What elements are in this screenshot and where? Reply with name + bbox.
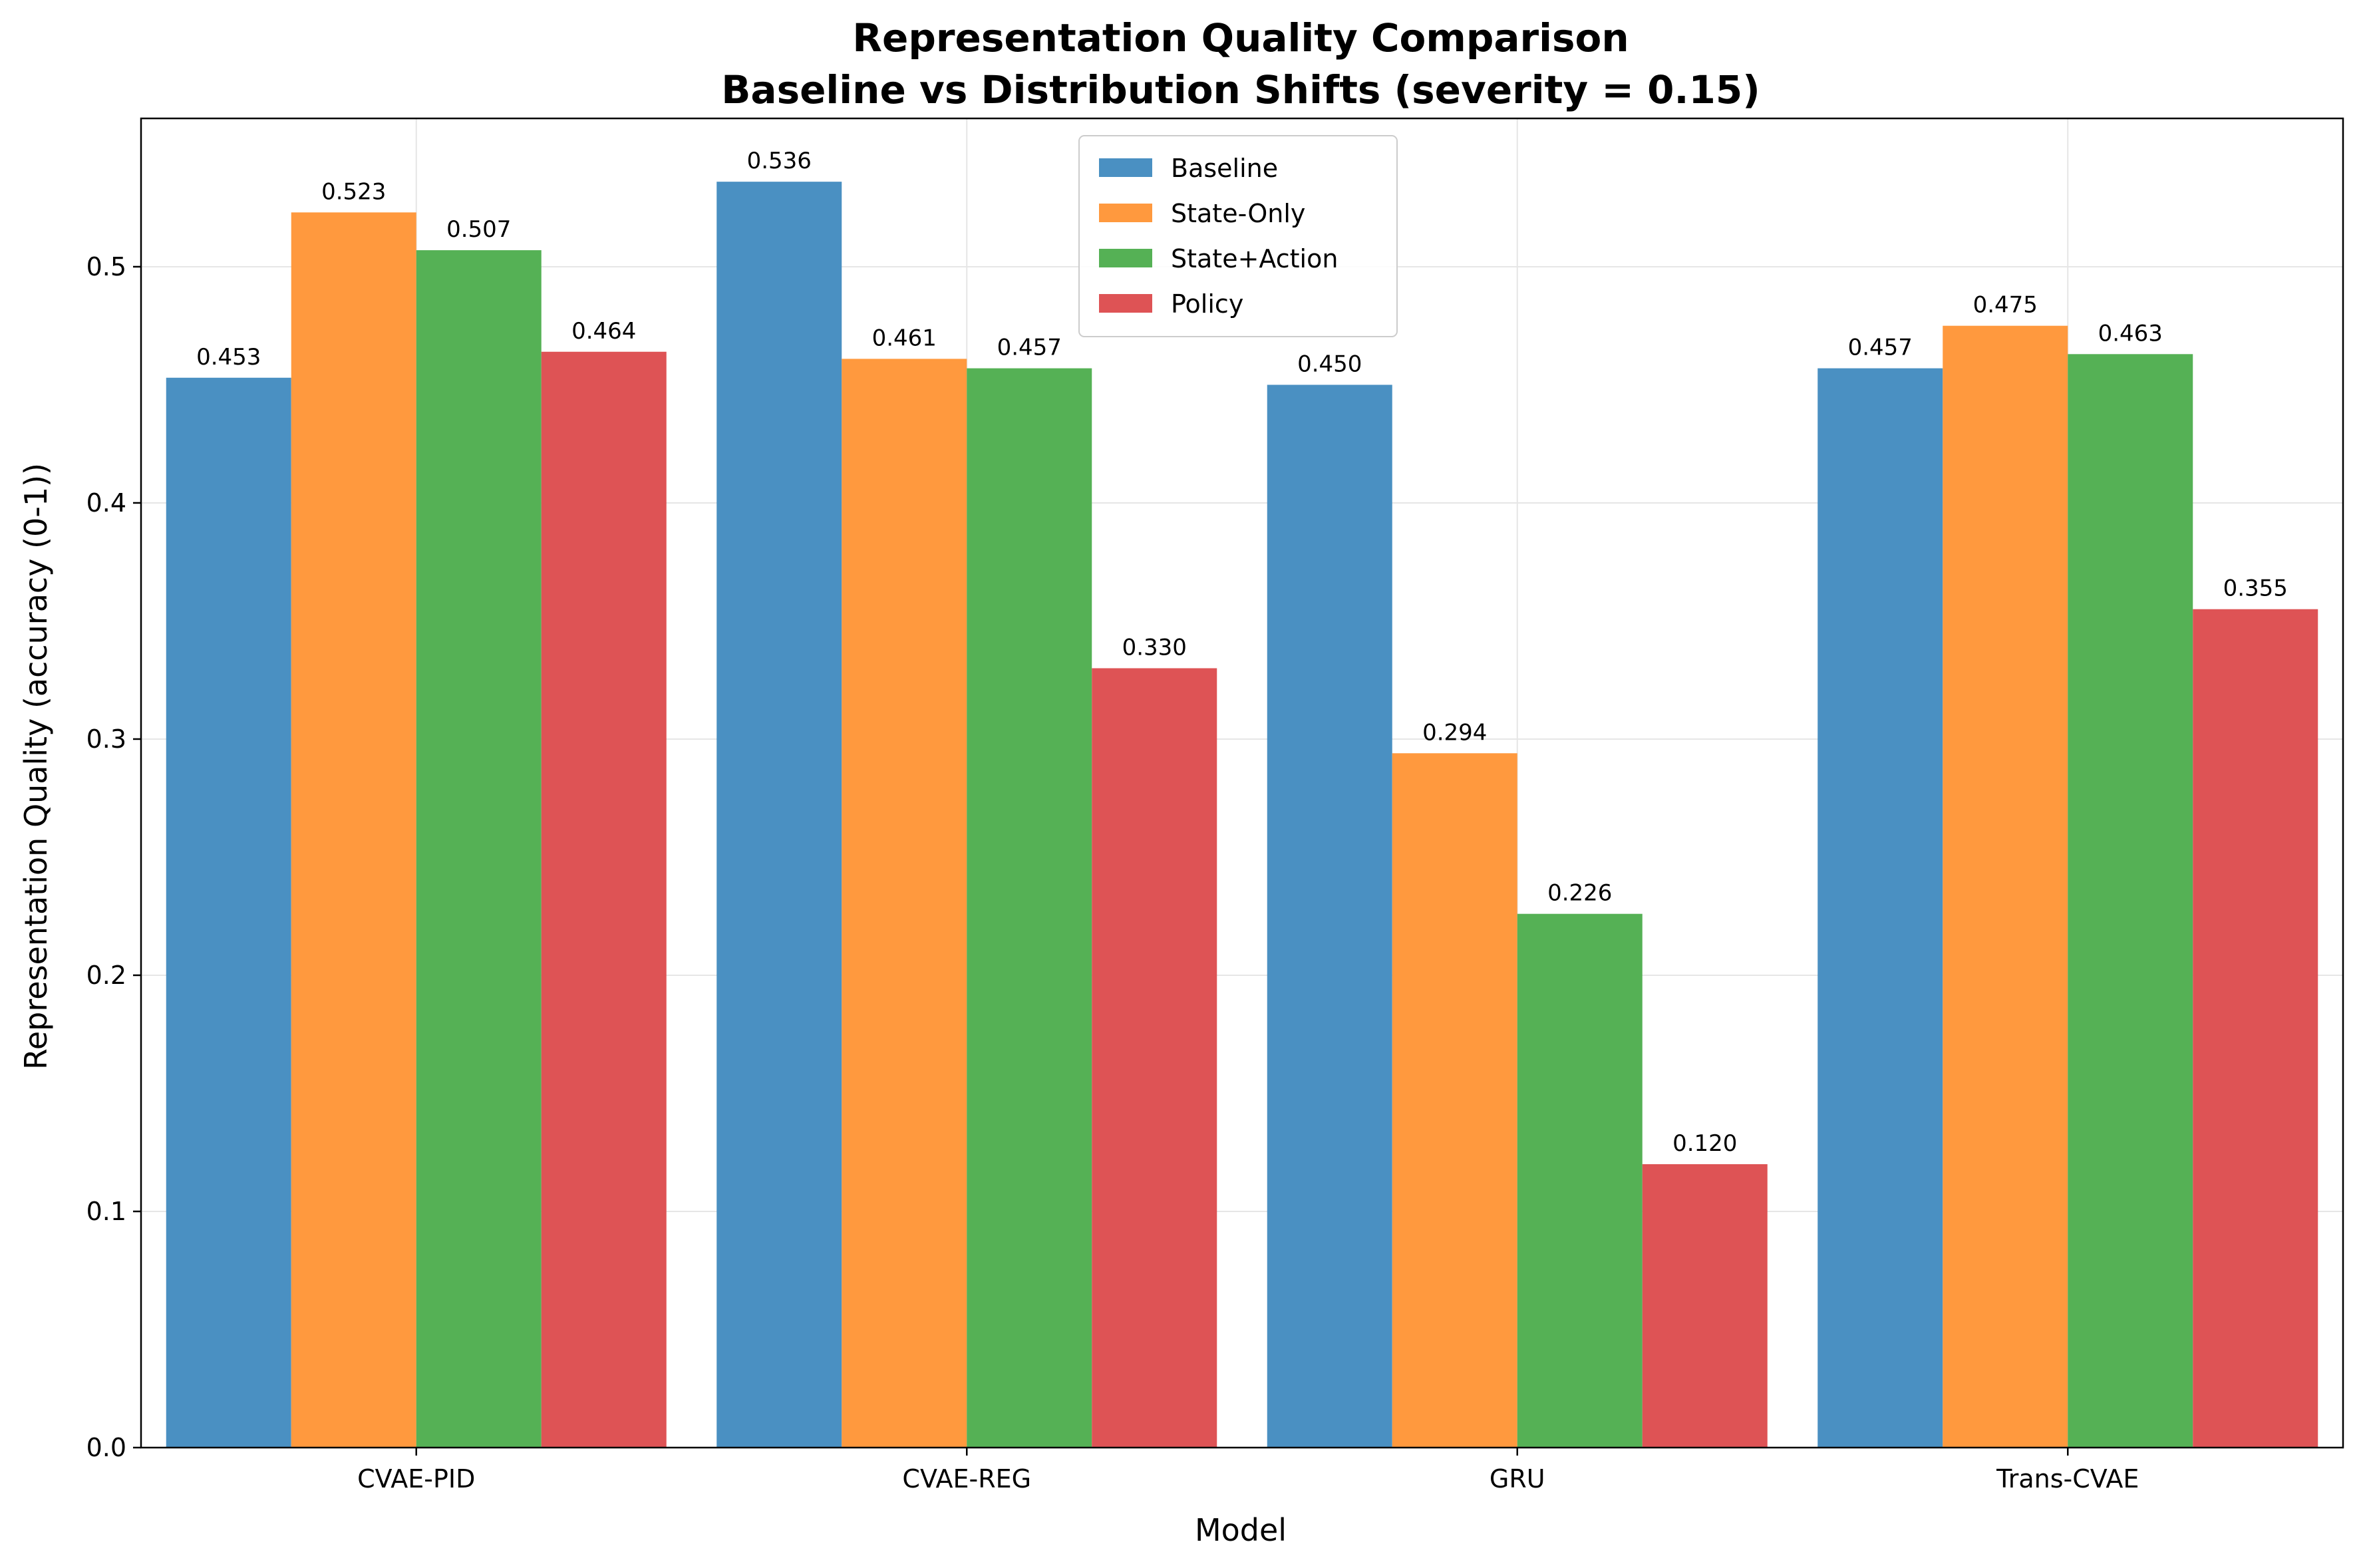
bar [1517, 913, 1643, 1448]
plot-frame [140, 117, 2344, 1449]
legend-swatch [1099, 158, 1152, 177]
bar [1943, 325, 2068, 1448]
legend-swatch [1099, 249, 1152, 267]
y-tick-label: 0.5 [86, 252, 126, 281]
y-tick-label: 0.3 [86, 724, 126, 754]
bar [1267, 385, 1392, 1448]
chart-title-line-2: Baseline vs Distribution Shifts (severit… [721, 67, 1760, 112]
y-tick-label: 0.0 [86, 1433, 126, 1462]
bars-layer [166, 182, 2318, 1448]
bar-value-label: 0.464 [571, 318, 636, 345]
bar [1092, 668, 1217, 1448]
x-tick-label: GRU [1490, 1464, 1545, 1493]
bar-value-label: 0.294 [1422, 719, 1487, 746]
legend-label: Policy [1171, 289, 1243, 319]
bar-value-label: 0.330 [1122, 634, 1187, 661]
legend-box [1078, 135, 1398, 337]
legend: Baseline State-Only State+Action Policy [1078, 135, 1398, 337]
bar-value-label: 0.120 [1672, 1130, 1737, 1157]
bar-value-label: 0.475 [1973, 292, 2038, 319]
bar [967, 368, 1092, 1448]
bar [416, 250, 542, 1448]
bar [166, 377, 291, 1448]
bar-value-label: 0.536 [747, 148, 812, 174]
data-labels-layer: 0.453 0.536 0.450 0.457 0.523 0.461 0.294 0.475… [196, 148, 2288, 1157]
y-axis-label: Representation Quality (accuracy (0-1)) [18, 463, 54, 1070]
bar [291, 212, 416, 1448]
x-axis-label: Model [1195, 1512, 1287, 1548]
y-tick-label: 0.4 [86, 488, 126, 518]
ticks-layer: 0.0 0.1 0.2 0.3 0.4 0.5 CVAE-PID CVAE-REG GRU Tra… [86, 252, 2139, 1493]
bar-value-label: 0.226 [1547, 880, 1612, 907]
bar [2193, 609, 2318, 1448]
x-tick-label: Trans-CVAE [1996, 1464, 2139, 1493]
bar-value-label: 0.457 [1848, 335, 1913, 361]
chart-title-line-1: Representation Quality Comparison [852, 15, 1629, 61]
bar [1642, 1164, 1768, 1448]
bar-value-label: 0.355 [2223, 575, 2288, 602]
legend-swatch [1099, 294, 1152, 313]
bar [541, 351, 667, 1448]
legend-swatch [1099, 204, 1152, 222]
bar [1817, 368, 1943, 1448]
x-tick-label: CVAE-REG [902, 1464, 1031, 1493]
bar-value-label: 0.453 [196, 344, 261, 371]
bar [2068, 354, 2193, 1448]
bar-value-label: 0.461 [872, 325, 937, 351]
x-tick-label: CVAE-PID [357, 1464, 475, 1493]
bar-value-label: 0.523 [321, 178, 386, 205]
y-tick-label: 0.2 [86, 961, 126, 990]
bar-value-label: 0.507 [446, 216, 511, 243]
bar [842, 359, 967, 1448]
y-tick-label: 0.1 [86, 1197, 126, 1226]
bar-value-label: 0.450 [1297, 351, 1362, 377]
legend-label: Baseline [1171, 154, 1278, 183]
bar-value-label: 0.463 [2098, 320, 2163, 347]
bar-value-label: 0.457 [997, 335, 1062, 361]
bar [1392, 753, 1517, 1448]
legend-label: State-Only [1171, 199, 1305, 228]
legend-label: State+Action [1171, 244, 1338, 273]
bar [716, 182, 842, 1448]
